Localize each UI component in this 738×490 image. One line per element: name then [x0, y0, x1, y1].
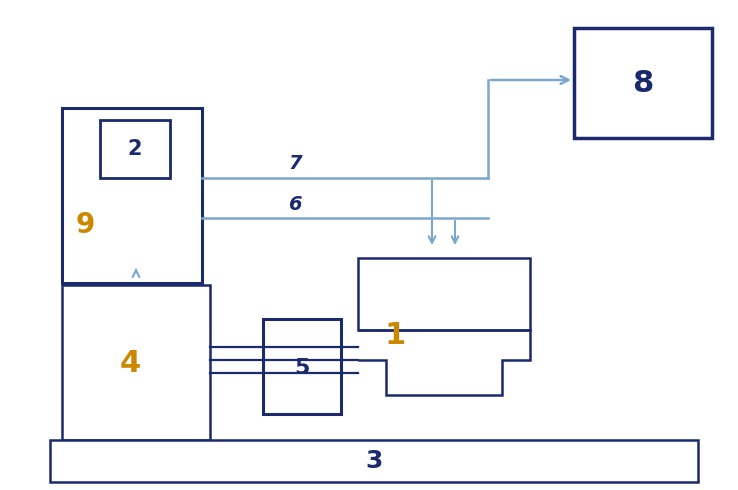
- Text: 8: 8: [632, 69, 654, 98]
- Bar: [358, 258, 530, 330]
- Text: 1: 1: [384, 320, 406, 349]
- Bar: [62, 108, 202, 283]
- Bar: [62, 285, 210, 440]
- Bar: [50, 440, 698, 482]
- Text: 7: 7: [288, 153, 302, 172]
- Text: 2: 2: [128, 139, 142, 159]
- Bar: [263, 319, 341, 414]
- Text: 9: 9: [75, 211, 94, 239]
- Bar: [100, 120, 170, 178]
- Text: 5: 5: [294, 358, 310, 378]
- Text: 4: 4: [120, 348, 141, 377]
- Bar: [574, 28, 712, 138]
- Text: 6: 6: [288, 195, 302, 214]
- Text: 3: 3: [365, 449, 383, 473]
